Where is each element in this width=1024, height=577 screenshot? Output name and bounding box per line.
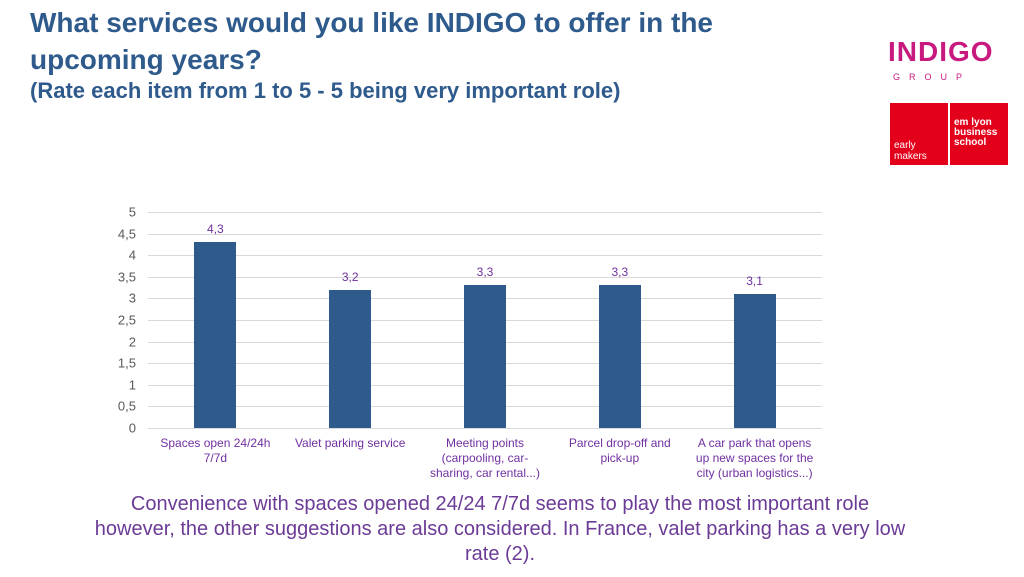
slide-subtitle: (Rate each item from 1 to 5 - 5 being ve… — [30, 78, 621, 103]
bar — [464, 285, 506, 428]
grid-line — [148, 212, 822, 213]
bar — [598, 285, 641, 428]
school-logo-divider — [948, 103, 950, 165]
x-tick-label: A car park that opens up new spaces for … — [695, 436, 814, 480]
y-tick-label: 1 — [128, 377, 136, 393]
caption: Convenience with spaces opened 24/24 7/7… — [94, 493, 906, 565]
bar — [329, 289, 372, 428]
y-tick-label: 4 — [128, 247, 136, 263]
bar — [733, 294, 776, 428]
school-logo-left: early makers — [894, 140, 927, 162]
x-tick-label: Spaces open 24/24h 7/7d — [160, 436, 271, 465]
value-label: 3,2 — [341, 269, 359, 284]
y-tick-label: 0 — [128, 420, 136, 436]
x-tick-label: Meeting points (carpooling, car-sharing,… — [429, 436, 541, 480]
y-tick-label: 0,5 — [117, 398, 136, 414]
x-tick-label: Valet parking service — [294, 436, 406, 450]
grid-line — [148, 276, 822, 278]
y-tick-label: 1,5 — [117, 355, 136, 371]
value-label: 3,3 — [476, 265, 494, 280]
y-tick-label: 4,5 — [117, 226, 136, 242]
value-label: 4,3 — [207, 222, 224, 237]
value-label: 3,1 — [746, 274, 763, 289]
x-tick-label: Parcel drop-off and pick-up — [568, 436, 671, 465]
y-tick-label: 2,5 — [117, 312, 136, 328]
school-logo-right: em lyon business school — [954, 117, 998, 148]
slide-title: What services would you like INDIGO to o… — [30, 7, 713, 75]
grid-line — [148, 233, 822, 235]
value-label: 3,3 — [611, 265, 629, 280]
grid-line — [148, 255, 822, 257]
y-tick-label: 3,5 — [117, 269, 136, 285]
y-tick-label: 3 — [128, 290, 136, 306]
y-tick-label: 2 — [128, 334, 136, 350]
bar — [194, 242, 237, 428]
y-tick-label: 5 — [128, 204, 136, 220]
grid-line — [148, 428, 822, 429]
brand-sub: GROUP — [893, 72, 972, 82]
brand-logo: INDIGO — [888, 36, 994, 67]
